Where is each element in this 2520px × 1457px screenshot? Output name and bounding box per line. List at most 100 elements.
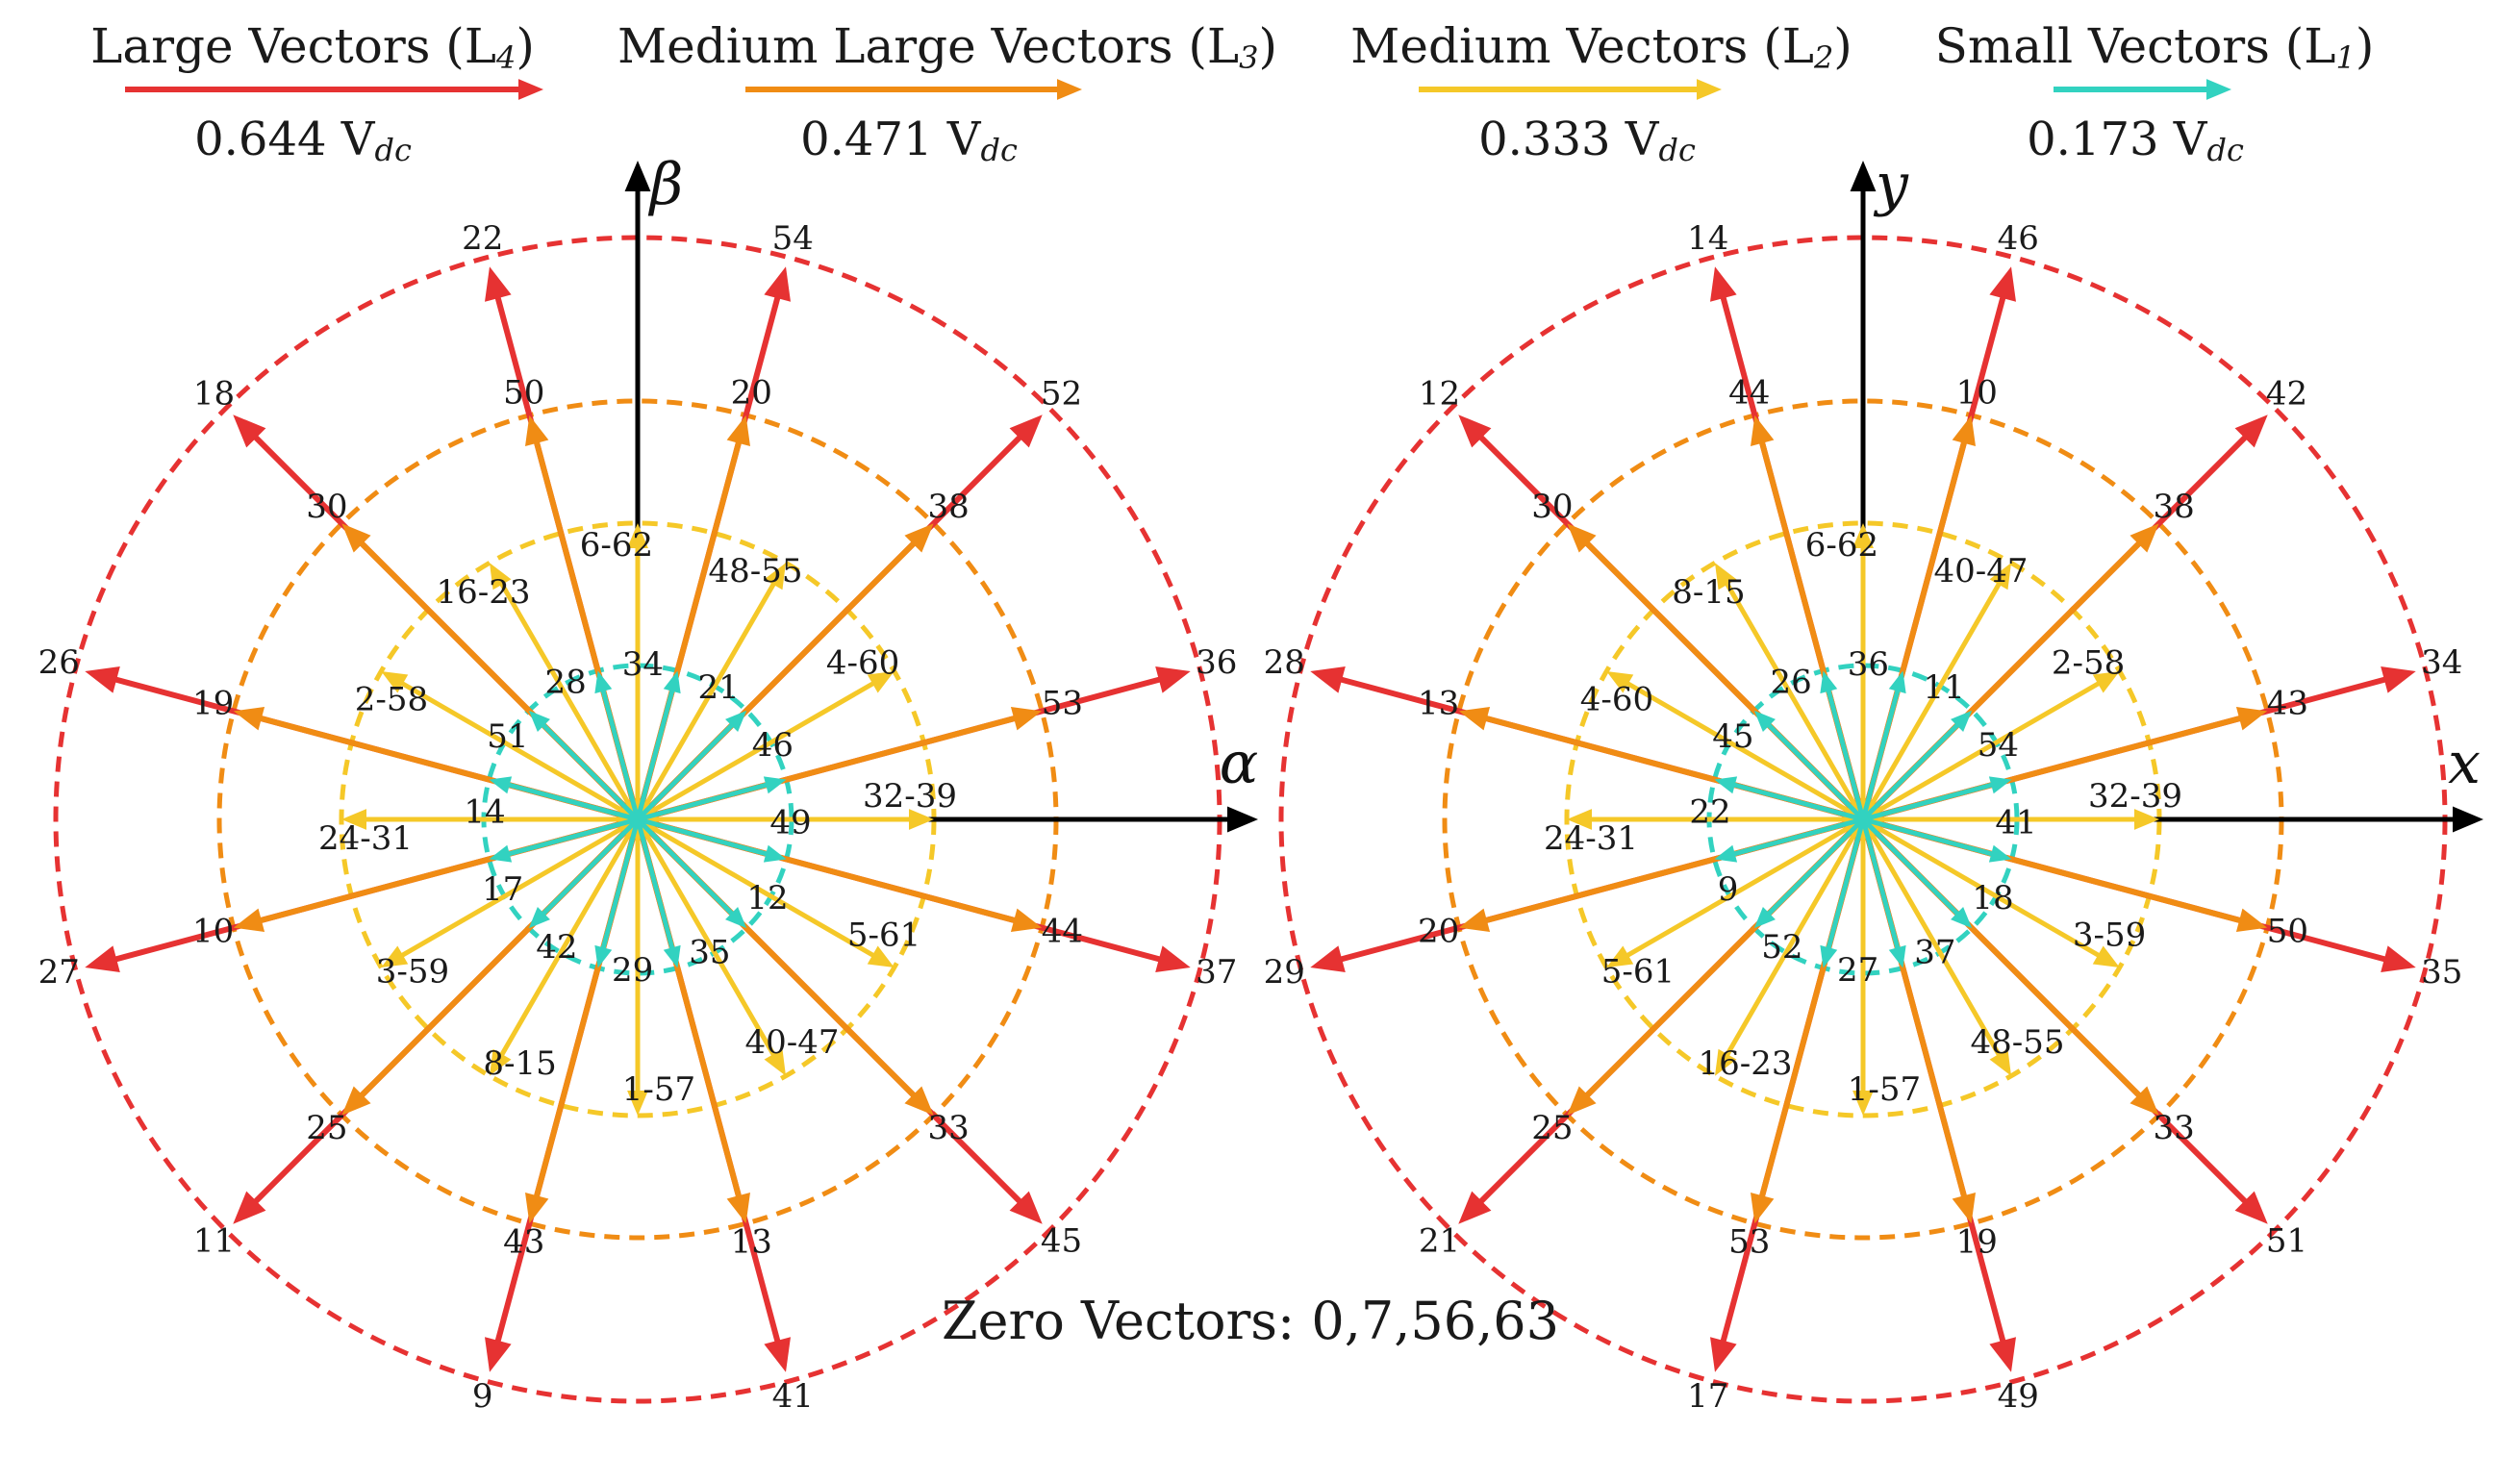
small-vectors: 46 21 34 28 51 14 17 42 29 35 12 49 [464,645,811,990]
vector-label: 14 [464,793,505,832]
legend-title: Large Vectors (L4) [90,18,535,76]
vector-arrow [1567,809,1863,830]
x-axis-label: x [2448,730,2481,797]
vector-label: 25 [306,1109,347,1147]
vector-arrow [381,671,640,822]
vector-arrow [627,523,648,819]
legend-magnitude: 0.173 Vdc [2027,113,2244,168]
medium-vectors: 32-39 4-60 48-55 6-62 16-23 2-58 24-31 3-59 8-15… [318,523,957,1116]
vector-label: 5-61 [847,916,920,954]
vector-label: 34 [622,645,664,684]
vector-arrow [636,710,747,821]
legend-item-medium-large: Medium Large Vectors (L3) 0.471 Vdc [617,18,1277,168]
vector-label: 14 [1687,219,1728,258]
vector-label: 29 [612,951,653,990]
vector-arrow [1753,817,1865,929]
vector-arrow [1714,776,1864,822]
vector-label: 35 [2421,953,2462,992]
vector-label: 16-23 [1699,1044,1793,1083]
vector-label: 38 [2154,488,2195,526]
vector-arrow [1714,816,1864,863]
vector-arrow [528,817,640,929]
vector-arrow [528,710,640,821]
vector-label: 32-39 [863,777,957,816]
vector-label: 10 [1956,374,1998,413]
vector-label: 28 [1264,643,1305,682]
vector-label: 42 [2266,374,2307,413]
vector-arrow [1820,670,1866,820]
y-axis-label: β [648,151,684,218]
vector-arrow [1852,819,1874,1116]
vector-label: 21 [698,668,740,707]
vector-label: 20 [1418,912,1459,950]
vector-arrow [1862,816,2012,863]
vector-arrow [594,670,641,820]
vector-label: 6-62 [580,526,653,565]
legend-arrow [1419,79,1722,100]
vector-label: 22 [1689,793,1730,832]
origin-dot [630,812,645,827]
vector-arrow [381,816,640,967]
vector-label: 43 [2267,685,2308,723]
vector-label: 26 [38,643,80,682]
vector-arrow [1862,776,2012,822]
vector-arrow [1860,818,1906,968]
vector-arrow [1852,523,1874,819]
vector-arrow [1715,817,1866,1076]
vector-arrow [636,816,895,967]
vector-label: 26 [1770,664,1811,702]
vector-label: 48-55 [1971,1023,2065,1062]
vector-arrow [1715,563,1866,821]
vector-label: 9 [472,1377,493,1416]
vector-arrow [1861,816,2120,967]
legend-arrow [745,79,1082,100]
origin-dot [1855,812,1871,827]
vector-label: 2-58 [2052,643,2125,682]
small-vectors: 54 11 36 26 45 22 9 52 27 37 18 41 [1689,645,2036,990]
vector-label: 1-57 [622,1070,695,1109]
vector-label: 24-31 [1544,819,1638,858]
vector-label: 53 [1728,1222,1770,1261]
vector-label: 22 [462,219,503,258]
vector-label: 11 [1924,668,1965,707]
vector-label: 3-59 [376,953,449,992]
vector-label: 36 [1196,643,1237,682]
vector-label: 12 [746,879,788,917]
vector-arrow [1863,809,2159,830]
legend: Large Vectors (L4) 0.644 Vdc Medium Large … [90,18,2374,168]
vector-label: 52 [1761,928,1802,967]
vector-label: 33 [2154,1109,2195,1147]
vector-label: 44 [1042,912,1083,950]
vector-arrow [1820,818,1866,968]
legend-item-large: Large Vectors (L4) 0.644 Vdc [90,18,543,168]
vector-label: 38 [928,488,970,526]
legend-title: Medium Large Vectors (L3) [617,18,1277,76]
vector-label: 45 [1041,1222,1082,1261]
vector-arrow [635,817,786,1076]
vector-label: 35 [689,933,730,971]
vector-arrow [1861,671,2120,822]
vector-label: 30 [1531,488,1573,526]
vector-label: 36 [1848,645,1889,684]
vector-arrow [635,563,786,821]
vector-label: 53 [1042,685,1083,723]
vector-arrow [637,816,787,863]
vector-label: 40-47 [1933,552,2028,590]
vector-arrow [1860,817,2011,1076]
vector-label: 45 [1712,717,1753,756]
vector-label: 19 [1956,1222,1998,1261]
vector-label: 28 [544,664,586,702]
legend-arrow [125,79,543,100]
vector-label: 1-57 [1848,1070,1921,1109]
vector-label: 18 [193,374,235,413]
vector-label: 16-23 [436,573,530,612]
vector-label: 13 [1418,685,1459,723]
vector-arrow [636,671,895,822]
vector-label: 44 [1728,374,1770,413]
vector-label: 51 [2266,1222,2307,1261]
vector-arrow [489,776,639,822]
vector-label: 17 [1687,1377,1728,1416]
legend-title: Small Vectors (L1) [1935,18,2375,76]
legend-title: Medium Vectors (L2) [1350,18,1852,76]
